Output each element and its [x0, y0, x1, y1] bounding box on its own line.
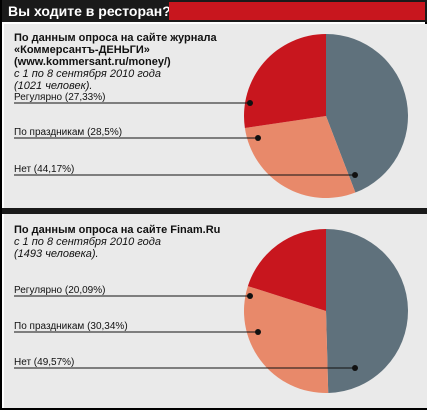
pie-slice-no [326, 34, 409, 193]
pie-chart-finam: Регулярно (20,09%) По праздникам (30,34%)… [14, 229, 409, 394]
source-line: (1021 человек). [14, 80, 93, 92]
pie-slice-holidays [244, 116, 356, 198]
leader-dot-regularly [247, 100, 253, 106]
source-line: (www.kommersant.ru/money/) [14, 56, 171, 68]
slice-label-holidays: По праздникам (30,34%) [14, 321, 128, 332]
leader-dot-no [352, 365, 358, 371]
survey-source-finam: По данным опроса на сайте Finam.Ru с 1 п… [14, 224, 220, 260]
header-bar: Вы ходите в ресторан? [2, 0, 427, 22]
pie-slice-regularly [247, 229, 326, 311]
slice-label-regularly: Регулярно (20,09%) [14, 285, 105, 296]
pie-slice-holidays [243, 286, 329, 394]
source-line: «Коммерсантъ-ДЕНЬГИ» [14, 44, 150, 56]
pie-slice-no [326, 229, 409, 393]
survey-source-kommersant: По данным опроса на сайте журнала «Комме… [14, 32, 217, 92]
panel-divider [2, 208, 427, 214]
header-accent-bar [169, 2, 425, 20]
pie-slice-regularly [244, 34, 326, 128]
source-line: По данным опроса на сайте журнала [14, 32, 217, 44]
source-line: (1493 человека). [14, 248, 99, 260]
pie-chart-kommersant: Регулярно (27,33%) По праздникам (28,5%) Н… [14, 34, 409, 198]
slice-label-regularly: Регулярно (27,33%) [14, 92, 105, 103]
source-line: с 1 по 8 сентября 2010 года [14, 68, 161, 80]
page-title: Вы ходите в ресторан? [8, 3, 171, 19]
leader-dot-holidays [255, 329, 261, 335]
leader-dot-no [352, 172, 358, 178]
source-line: По данным опроса на сайте Finam.Ru [14, 224, 221, 236]
source-line: с 1 по 8 сентября 2010 года [14, 236, 161, 248]
leader-dot-regularly [247, 293, 253, 299]
leader-dot-holidays [255, 135, 261, 141]
slice-label-holidays: По праздникам (28,5%) [14, 127, 122, 138]
slice-label-no: Нет (49,57%) [14, 357, 74, 368]
slice-label-no: Нет (44,17%) [14, 164, 74, 175]
